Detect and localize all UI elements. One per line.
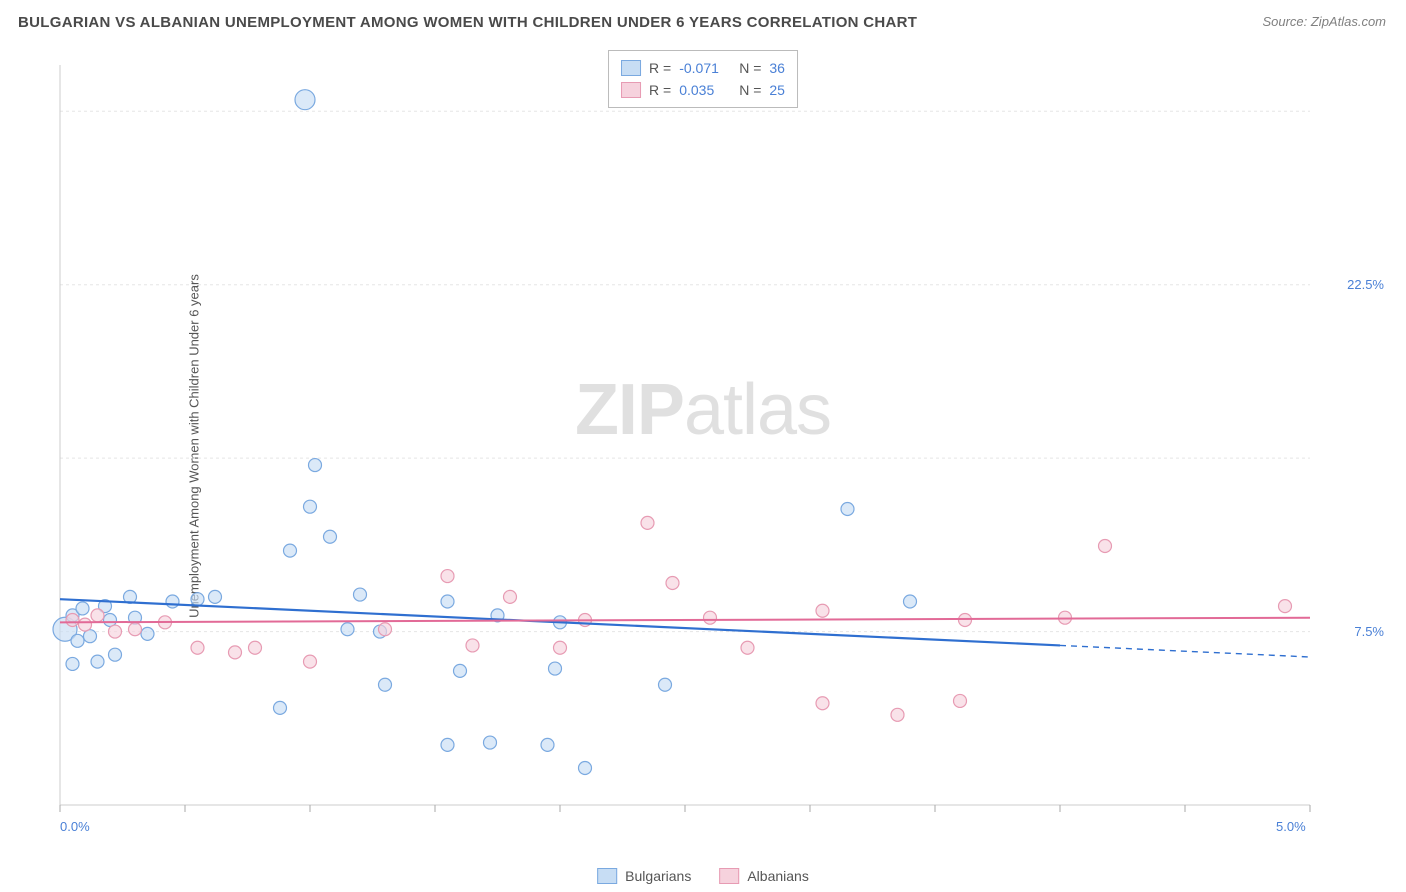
legend-bottom-item: Albanians bbox=[719, 868, 809, 884]
legend-r-value: 0.035 bbox=[679, 79, 731, 101]
plot-area bbox=[50, 45, 1340, 835]
legend-n-label: N = bbox=[739, 79, 761, 101]
chart-title: BULGARIAN VS ALBANIAN UNEMPLOYMENT AMONG… bbox=[18, 14, 917, 31]
legend-swatch bbox=[597, 868, 617, 884]
legend-bottom-item: Bulgarians bbox=[597, 868, 691, 884]
scatter-svg bbox=[50, 45, 1340, 835]
y-tick-label: 7.5% bbox=[1354, 624, 1384, 639]
legend-swatch bbox=[621, 82, 641, 98]
x-tick-label: 0.0% bbox=[60, 819, 90, 834]
legend-row: R = -0.071 N = 36 bbox=[621, 57, 785, 79]
chart-container: BULGARIAN VS ALBANIAN UNEMPLOYMENT AMONG… bbox=[0, 0, 1406, 892]
legend-r-label: R = bbox=[649, 79, 671, 101]
legend-correlation: R = -0.071 N = 36 R = 0.035 N = 25 bbox=[608, 50, 798, 108]
legend-row: R = 0.035 N = 25 bbox=[621, 79, 785, 101]
legend-n-label: N = bbox=[739, 57, 761, 79]
y-tick-label: 22.5% bbox=[1347, 277, 1384, 292]
legend-n-value: 25 bbox=[769, 79, 785, 101]
legend-swatch bbox=[621, 60, 641, 76]
legend-swatch bbox=[719, 868, 739, 884]
legend-r-label: R = bbox=[649, 57, 671, 79]
legend-series-label: Bulgarians bbox=[625, 868, 691, 884]
legend-r-value: -0.071 bbox=[679, 57, 731, 79]
source-label: Source: ZipAtlas.com bbox=[1262, 14, 1386, 29]
x-tick-label: 5.0% bbox=[1276, 819, 1306, 834]
legend-series-label: Albanians bbox=[747, 868, 809, 884]
legend-series: Bulgarians Albanians bbox=[597, 868, 809, 884]
legend-n-value: 36 bbox=[769, 57, 785, 79]
